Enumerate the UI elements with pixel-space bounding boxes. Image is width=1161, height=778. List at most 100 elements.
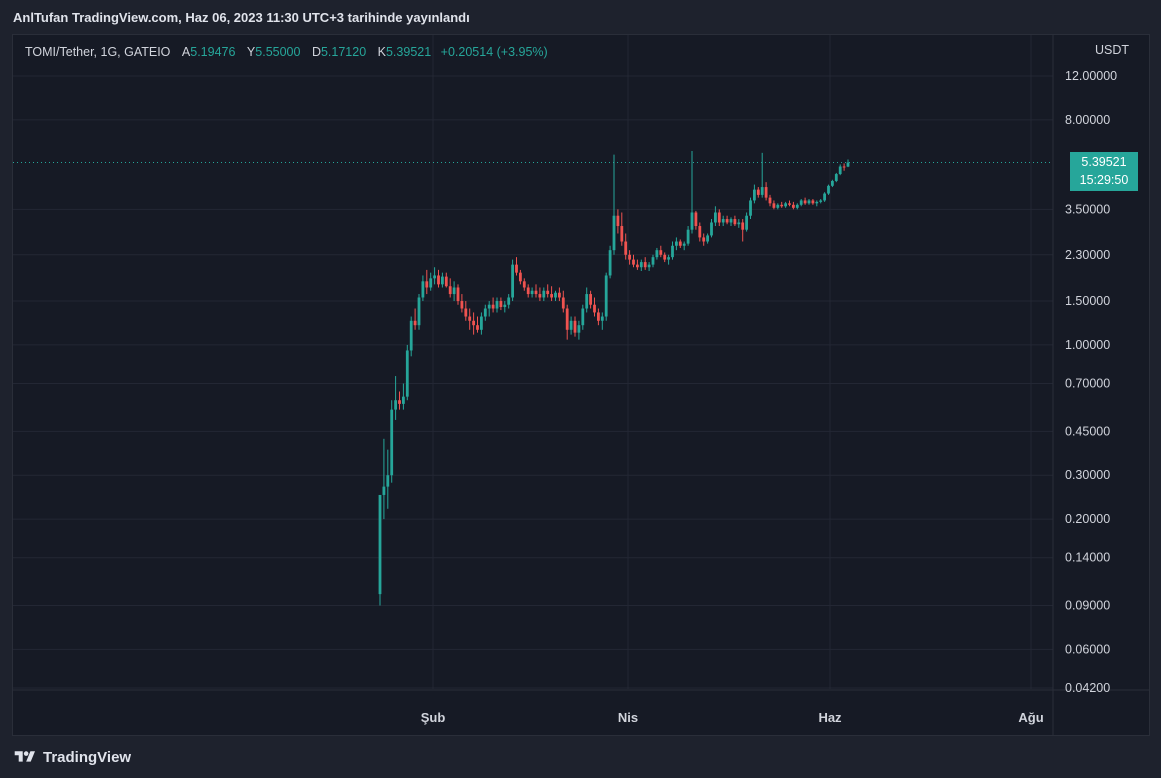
candle-body [452, 287, 456, 295]
y-tick-label: 0.30000 [1065, 468, 1110, 482]
candle-body [788, 203, 791, 205]
y-tick-label: 2.30000 [1065, 248, 1110, 262]
candle-body [632, 259, 635, 265]
candle-body [546, 290, 550, 295]
candle-body [597, 312, 600, 321]
candle-body [698, 226, 702, 238]
candle-body [394, 400, 397, 410]
candle-body [772, 203, 776, 208]
candle-body [413, 320, 417, 326]
y-tick-label: 1.50000 [1065, 294, 1110, 308]
candle-body [846, 162, 850, 167]
candle-body [760, 187, 764, 195]
candle-body [612, 215, 616, 251]
candle-body [686, 229, 690, 244]
candle-body [550, 294, 553, 298]
candle-body [741, 222, 745, 230]
candle-body [756, 189, 760, 195]
candle-body [737, 222, 741, 225]
candle-body [780, 204, 784, 207]
publish-info: AnlTufan TradingView.com, Haz 06, 2023 1… [13, 10, 470, 25]
x-tick-label: Haz [818, 710, 842, 725]
candle-body [409, 320, 413, 351]
candle-body [655, 250, 659, 258]
candlestick-chart[interactable]: Şub Nis Haz Ağu 12.00000 8.00000 3.50000 2.3000… [13, 35, 1149, 735]
candle-body [717, 212, 721, 223]
brand-footer[interactable]: TradingView [13, 746, 131, 768]
candle-body [402, 396, 405, 404]
y-tick-label: 0.09000 [1065, 599, 1110, 613]
candle-body [651, 257, 655, 265]
candle-body [600, 316, 604, 321]
candle-body [745, 215, 748, 230]
last-price-tag: 5.39521 15:29:50 [1070, 151, 1138, 191]
candle-body [589, 294, 592, 305]
candle-body [507, 297, 511, 305]
low-label: D [311, 45, 321, 59]
candle-body [811, 200, 815, 204]
candle-body [503, 304, 507, 307]
candle-body [542, 290, 546, 298]
candle-body [398, 400, 401, 404]
candle-body [764, 187, 768, 198]
candle-body [526, 287, 530, 295]
candle-body [515, 264, 518, 273]
candle-body [499, 301, 503, 307]
candle-body [721, 219, 725, 223]
y-tick-label: 0.70000 [1065, 377, 1110, 391]
candle-body [561, 297, 565, 309]
candle-body [725, 219, 729, 223]
candle-body [425, 281, 429, 288]
candle-body [636, 264, 639, 268]
y-tick-label: 12.00000 [1065, 69, 1117, 83]
tradingview-logo-icon [14, 751, 35, 762]
y-tick-label: 0.45000 [1065, 424, 1110, 438]
candle-body [749, 200, 752, 216]
candle-body [729, 219, 733, 223]
candle-body [620, 226, 624, 242]
chart-frame[interactable]: Şub Nis Haz Ağu 12.00000 8.00000 3.50000 2.3000… [12, 34, 1150, 736]
x-tick-label: Ağu [1018, 710, 1043, 725]
low-value: 5.17120 [320, 45, 367, 59]
high-value: 5.55000 [255, 45, 301, 59]
candle-body [530, 290, 534, 295]
symbol-label[interactable]: TOMI/Tether, 1G, GATEIO [25, 45, 171, 59]
currency-unit[interactable]: USDT [1094, 43, 1129, 57]
candle-body [464, 308, 468, 317]
candle-body [706, 235, 709, 242]
candle-body [558, 292, 561, 298]
candle-body [585, 294, 589, 309]
candle-body [386, 475, 390, 487]
candle-body [799, 200, 803, 205]
candle-body [842, 166, 846, 168]
candle-body [495, 301, 499, 309]
candle-body [819, 200, 823, 202]
candle-body [733, 219, 737, 225]
candle-body [678, 241, 682, 246]
candle-body [429, 278, 433, 288]
candle-body [522, 281, 526, 288]
candle-body [554, 292, 557, 298]
candle-body [382, 486, 386, 495]
candle-body [519, 272, 522, 282]
y-tick-label: 0.20000 [1065, 512, 1110, 526]
candle-body [682, 243, 686, 246]
candle-body [565, 308, 569, 330]
last-price-value: 5.39521 [1081, 154, 1127, 169]
candle-body [643, 262, 647, 268]
candle-body [702, 237, 706, 242]
candle-body [792, 204, 795, 208]
candle-body [581, 308, 585, 326]
candle-body [460, 301, 464, 309]
candle-body [714, 212, 717, 223]
candle-body [831, 180, 834, 186]
candle-body [776, 204, 780, 208]
candle-body [433, 275, 436, 279]
y-tick-label: 0.14000 [1065, 551, 1110, 565]
candle-body [647, 264, 651, 268]
candle-body [480, 316, 483, 330]
y-tick-label: 8.00000 [1065, 113, 1110, 127]
candle-body [838, 166, 842, 175]
candle-body [593, 304, 596, 313]
candle-body [378, 494, 382, 595]
